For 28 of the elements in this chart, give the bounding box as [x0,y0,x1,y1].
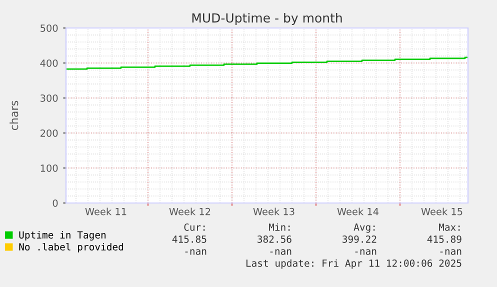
text: -nan [185,249,206,255]
y-tick-label: 200 [40,129,58,137]
text: Min: [268,223,290,231]
x-tick-label: Week 11 [85,208,126,216]
text: -nan [355,249,376,255]
x-tick-label: Week 14 [337,208,379,216]
text: Avg: [354,224,375,233]
text: Max: [438,224,460,231]
y-tick-label: 500 [40,24,58,32]
text: 415.85 [172,235,206,243]
x-tick-label: Week 13 [253,208,294,216]
legend-label: No .label provided [19,242,124,252]
text: 382.56 [258,235,292,243]
chart-title: MUD-Uptime - by month [192,12,342,26]
text: 399.22 [342,235,376,243]
y-tick-label: 0 [52,199,58,207]
text: Last update: Fri Apr 11 12:00:06 2025 [246,259,462,269]
y-tick-label: 400 [40,59,58,67]
text: 415.89 [427,235,462,243]
x-tick-label: Week 12 [169,208,210,216]
y-tick-label: 300 [40,94,58,102]
text: -nan [440,249,462,255]
legend-label: Uptime in Tagen [19,231,106,241]
text: -nan [270,249,292,255]
y-tick-label: 100 [40,164,58,172]
y-axis-title: chars [10,100,18,130]
x-tick-label: Week 15 [421,208,462,216]
text: Cur: [184,223,205,231]
